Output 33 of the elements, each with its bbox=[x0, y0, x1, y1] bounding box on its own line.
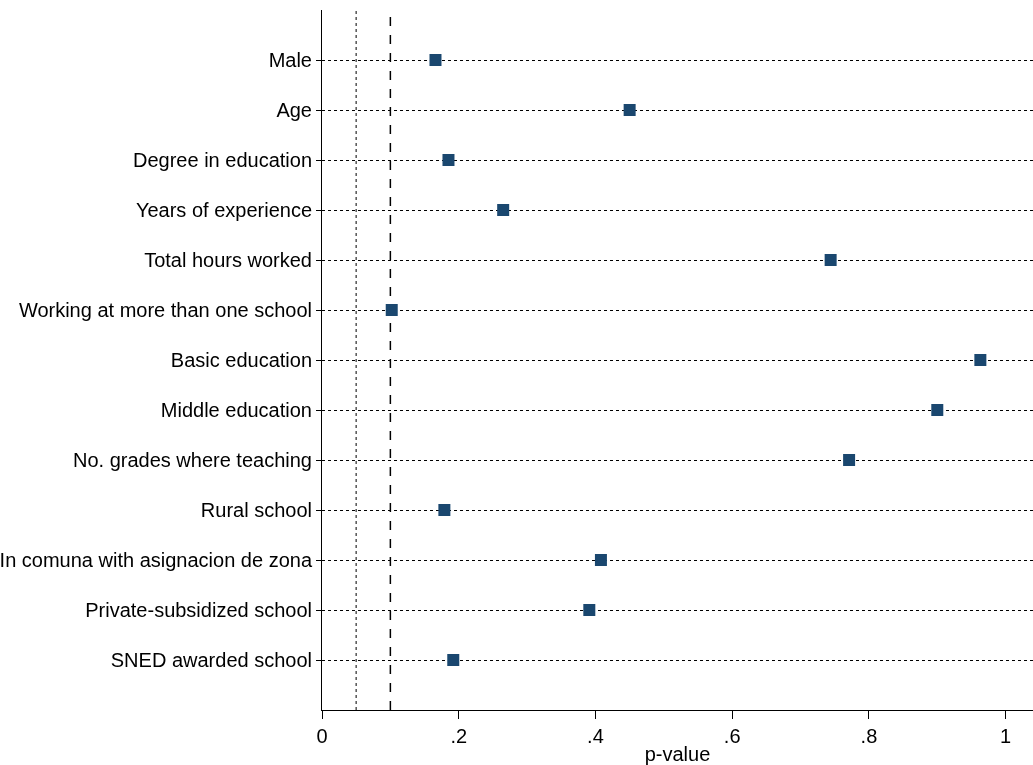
x-tick-label: .2 bbox=[450, 725, 468, 747]
point bbox=[974, 354, 987, 366]
y-tick-label: Rural school bbox=[200, 499, 312, 521]
y-tick-label: Working at more than one school bbox=[18, 299, 312, 321]
y-tick-label: In comuna with asignacion de zona bbox=[0, 549, 313, 571]
x-tick-label: 1 bbox=[1000, 725, 1012, 747]
y-tick-label: Degree in education bbox=[132, 149, 312, 171]
x-tick-label: .6 bbox=[723, 725, 741, 747]
point bbox=[447, 654, 460, 666]
point bbox=[931, 404, 944, 416]
point bbox=[843, 454, 856, 466]
point bbox=[429, 54, 442, 66]
point bbox=[594, 554, 607, 566]
y-tick-label: No. grades where teaching bbox=[72, 449, 312, 471]
point bbox=[583, 604, 596, 616]
point bbox=[438, 504, 451, 516]
x-axis-title: p-value bbox=[644, 743, 711, 765]
y-tick-label: Age bbox=[276, 99, 312, 121]
y-tick-label: Male bbox=[268, 49, 312, 71]
point bbox=[497, 204, 510, 216]
x-tick-label: 0 bbox=[316, 725, 328, 747]
y-tick-label: Middle education bbox=[160, 399, 312, 421]
y-tick-label: Private-subsidized school bbox=[85, 599, 312, 621]
point bbox=[623, 104, 636, 116]
point bbox=[824, 254, 837, 266]
x-tick-label: .8 bbox=[860, 725, 878, 747]
x-tick-label: .4 bbox=[587, 725, 604, 747]
y-tick-label: Years of experience bbox=[135, 199, 312, 221]
y-tick-label: Total hours worked bbox=[144, 249, 312, 271]
point bbox=[385, 304, 398, 316]
y-tick-label: Basic education bbox=[170, 349, 312, 371]
y-tick-label: SNED awarded school bbox=[110, 649, 312, 671]
point bbox=[442, 154, 455, 166]
